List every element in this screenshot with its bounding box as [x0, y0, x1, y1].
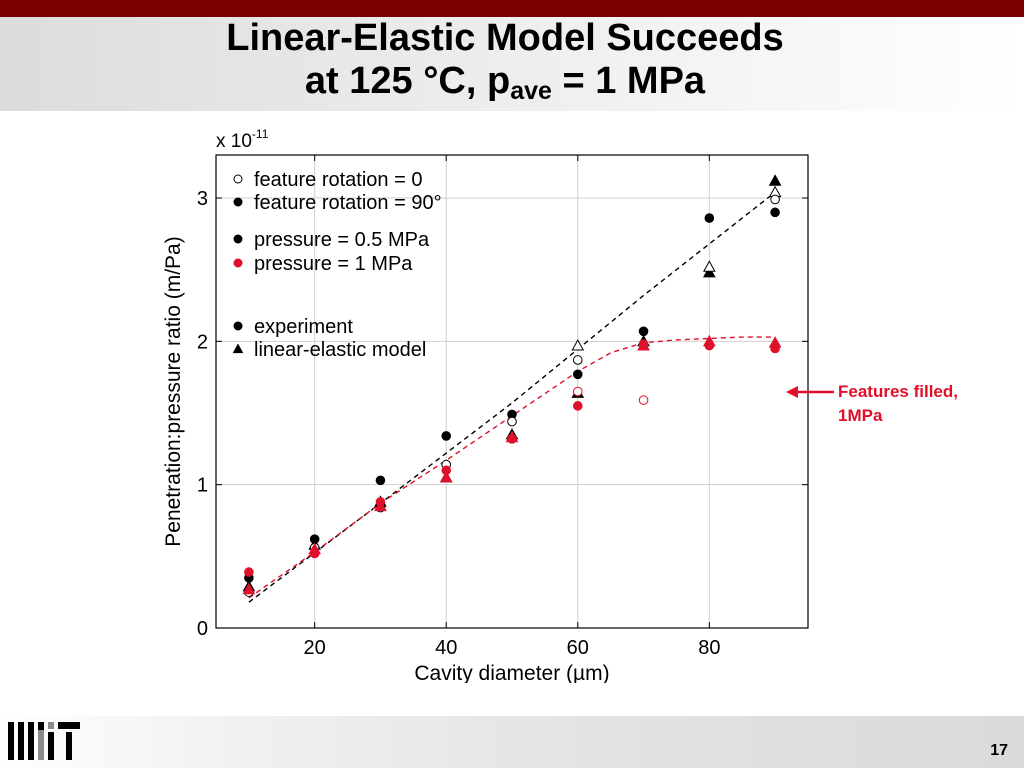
experiment-point	[507, 416, 517, 427]
model-point	[768, 174, 782, 186]
experiment-point	[244, 567, 254, 577]
annotation-line-2: 1MPa	[838, 406, 883, 425]
title-subscript: ave	[510, 77, 552, 105]
page-number: 17	[990, 742, 1008, 759]
experiment-point	[572, 401, 583, 411]
y-tick-label: 2	[197, 331, 208, 353]
legend-label: experiment	[254, 316, 353, 338]
model-point	[637, 339, 650, 351]
experiment-point	[441, 431, 452, 441]
x-tick-label: 60	[567, 637, 589, 659]
slide-title: Linear-Elastic Model Succeeds at 125 °C,…	[0, 17, 1010, 105]
experiment-point	[638, 395, 649, 405]
plot-area	[216, 155, 808, 628]
legend-label: feature rotation = 90°	[254, 192, 442, 214]
model-point	[439, 470, 453, 483]
mit-logo-icon	[8, 722, 80, 760]
model-point	[242, 582, 256, 595]
model-point	[308, 542, 322, 555]
legend-marker	[232, 343, 244, 354]
legend-marker	[233, 258, 243, 268]
chart-container: 20 40 60 80 0 1 2 3 x 10-11 Cavity diameter (µm) P…	[160, 118, 820, 685]
experiment-point	[770, 207, 780, 218]
legend-marker	[233, 174, 243, 184]
legend-marker	[233, 321, 243, 331]
title-line-2-suffix: = 1 MPa	[551, 60, 706, 102]
x-tick-label: 40	[435, 637, 457, 659]
legend-label: pressure = 0.5 MPa	[254, 229, 430, 251]
exponent-label: x 10-11	[216, 127, 269, 152]
y-tick-label: 1	[197, 475, 208, 497]
scatter-chart: 20 40 60 80 0 1 2 3 x 10-11 Cavity diameter (µm) P…	[162, 127, 809, 685]
x-tick-label: 80	[698, 637, 720, 659]
experiment-point	[770, 194, 780, 205]
model-point	[702, 266, 716, 278]
exponent-power: -11	[252, 127, 269, 141]
legend-label: pressure = 1 MPa	[254, 253, 413, 275]
annotation-arrow-icon	[786, 386, 834, 398]
model-point	[702, 260, 716, 272]
legend-label: linear-elastic model	[254, 339, 426, 361]
annotation: Features filled, 1MPa	[838, 380, 958, 428]
title-line-2: at 125 °C, pave = 1 MPa	[0, 60, 1010, 105]
y-tick-label: 3	[197, 188, 208, 210]
experiment-point	[638, 326, 649, 337]
experiment-point	[572, 369, 583, 380]
model-point	[571, 339, 585, 351]
model-point	[702, 334, 716, 347]
experiment-point	[572, 355, 583, 365]
experiment-point	[704, 213, 715, 223]
top-accent-bar	[0, 0, 1024, 17]
y-tick-label: 0	[197, 618, 208, 640]
experiment-point	[572, 386, 583, 397]
footer-band	[0, 716, 1024, 768]
model-point	[374, 499, 387, 512]
annotation-line-1: Features filled,	[838, 382, 958, 401]
model-point	[505, 430, 519, 443]
experiment-point	[375, 475, 386, 486]
y-axis-label: Penetration:pressure ratio (m/Pa)	[162, 236, 185, 546]
title-band	[0, 17, 1024, 111]
x-axis-label: Cavity diameter (µm)	[414, 662, 609, 683]
title-line-2-prefix: at 125 °C, p	[304, 60, 511, 102]
linear-fit-line	[248, 191, 776, 603]
title-line-1: Linear-Elastic Model Succeeds	[226, 17, 784, 59]
legend-marker	[233, 197, 243, 207]
legend-marker	[233, 234, 243, 244]
x-tick-label: 20	[304, 637, 326, 659]
legend-label: feature rotation = 0	[254, 169, 422, 191]
model-point	[768, 336, 782, 348]
filled-features-fit-line	[248, 336, 776, 599]
